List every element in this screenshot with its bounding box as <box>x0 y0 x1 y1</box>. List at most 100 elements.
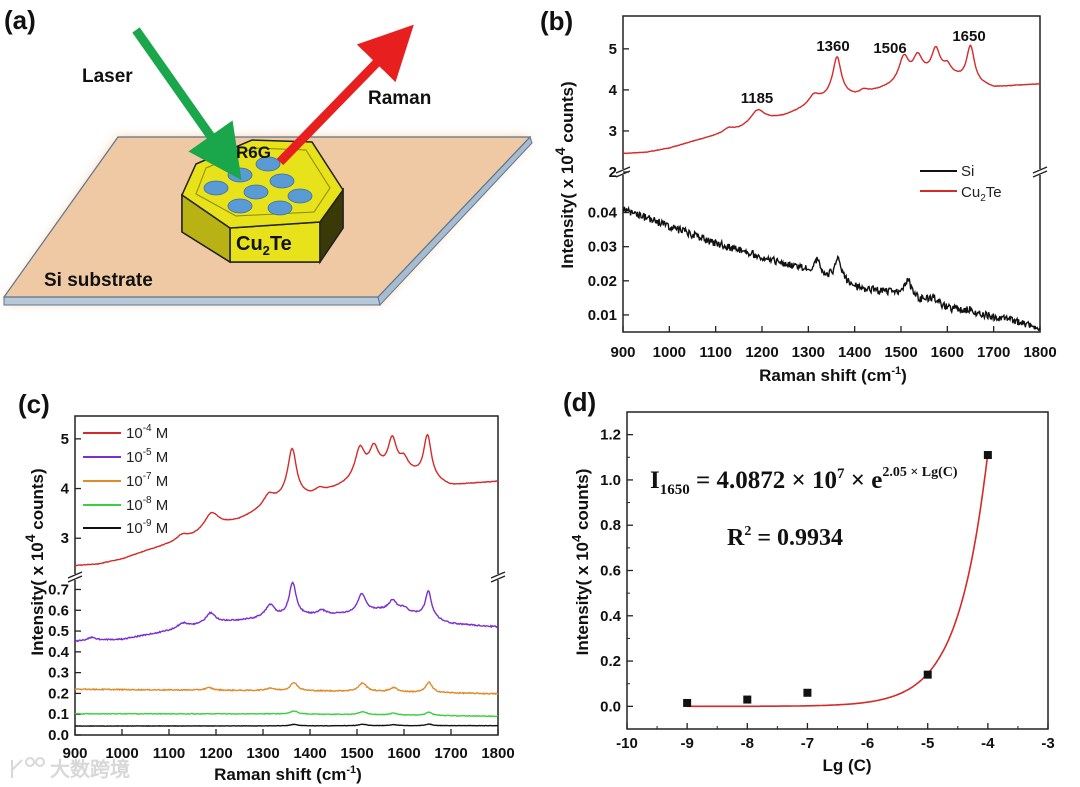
y-tick-label: 0.6 <box>48 602 69 619</box>
peak-label-1185: 1185 <box>741 90 774 107</box>
x-tick-label: 1700 <box>977 344 1010 361</box>
panel-label-d: (d) <box>563 387 596 417</box>
legend-base: 10 <box>126 473 143 490</box>
plot-frame <box>626 411 1049 730</box>
x-tick-label: 1800 <box>1023 344 1056 361</box>
axis-break-mark <box>67 571 83 583</box>
panel-label-b: (b) <box>540 6 573 36</box>
y-tick-label: 0.2 <box>600 653 621 670</box>
y-tick-label: 0.02 <box>588 273 617 290</box>
x-tick-label: 1800 <box>481 745 514 762</box>
y-tick-label: 2 <box>609 164 617 181</box>
data-point <box>803 688 812 697</box>
legend-exponent: -9 <box>143 518 152 529</box>
y-tick-label: 0.6 <box>600 563 621 580</box>
y-tick-label: 5 <box>609 41 617 58</box>
axis-break-mark <box>490 571 506 583</box>
legend-unit: M <box>152 497 169 514</box>
legend-exponent: -4 <box>143 423 152 434</box>
raman-arrow <box>276 24 414 166</box>
series-line-1e-4 <box>74 433 499 567</box>
legend-exponent: -5 <box>143 447 152 458</box>
series-line-si <box>622 205 1041 332</box>
substrate-side <box>3 296 381 306</box>
x-tick-label: 1300 <box>246 745 279 762</box>
y-tick-label: 4 <box>609 82 618 99</box>
panel-d-plot: -10 -9 -8 -7 -6 -5 -4 -3 0.0 0.2 0.4 0.6 0.8 1.0 1.2 <box>600 411 1055 752</box>
legend-label-1e-5: 10-5 M <box>126 447 168 466</box>
legend-label-1e-8: 10-8 M <box>126 495 168 514</box>
panel-d-x-axis-title: Lg (C) <box>822 756 871 775</box>
peak-label-1360: 1360 <box>816 38 849 55</box>
legend-base: 10 <box>126 449 143 466</box>
x-tick-label: 1600 <box>387 745 420 762</box>
panel-b-legend: Si Cu2Te <box>920 163 1002 204</box>
panel-b-peak-labels: 1185 1360 1506 1650 <box>741 28 986 107</box>
x-tick-label: -9 <box>680 735 693 752</box>
panel-c-plot: 900 1000 1100 1200 1300 1400 1500 1600 1700 1800 3… <box>48 415 515 762</box>
y-tick-label: 0.04 <box>588 205 618 222</box>
legend-unit: M <box>152 449 169 466</box>
x-tick-label: 1400 <box>293 745 326 762</box>
y-tick-label: 0.8 <box>600 517 621 534</box>
laser-arrow <box>132 27 242 181</box>
x-tick-label: 1200 <box>199 745 232 762</box>
legend-exponent: -7 <box>143 471 152 482</box>
y-tick-label: 0.0 <box>600 698 621 715</box>
legend-label-1e-7: 10-7 M <box>126 471 168 490</box>
legend-base: 10 <box>126 520 143 537</box>
x-tick-label: -6 <box>861 735 874 752</box>
cu2te-label: Cu2Te <box>236 233 292 258</box>
y-tick-label: 5 <box>61 431 69 448</box>
panel-b-y-axis-title: Intensity( x 104 counts) <box>552 81 577 268</box>
x-tick-label: 1600 <box>931 344 964 361</box>
si-substrate-label: Si substrate <box>44 270 153 291</box>
watermark-logo-icon <box>11 757 45 778</box>
laser-label: Laser <box>82 66 133 87</box>
x-tick-label: 1000 <box>105 745 138 762</box>
x-tick-label: 900 <box>610 344 635 361</box>
x-tick-label: 1700 <box>434 745 467 762</box>
data-point <box>923 670 932 679</box>
y-tick-label: 0.1 <box>48 706 69 723</box>
legend-unit: M <box>152 425 169 442</box>
panel-c-y-axis-title: Intensity( x 104 counts) <box>22 468 47 655</box>
r6g-label: R6G <box>236 143 271 162</box>
x-tick-label: -4 <box>981 735 995 752</box>
x-tick-label: 1100 <box>153 745 186 762</box>
x-tick-label: 1500 <box>884 344 917 361</box>
legend-label-1e-4: 10-4 M <box>126 423 168 442</box>
axis-break-gap <box>1034 169 1046 175</box>
y-tick-label: 0.5 <box>48 623 69 640</box>
panel-b-x-axis-title: Raman shift (cm-1) <box>759 365 907 385</box>
raman-label: Raman <box>368 88 431 109</box>
legend-exponent: -8 <box>143 495 152 506</box>
panel-d-y-axis-title: Intensity( x 104 counts) <box>569 469 592 656</box>
schematic-illustration: Laser Raman R6G Cu2Te Si substrate <box>2 24 533 307</box>
data-point <box>683 698 692 707</box>
x-tick-label: 1100 <box>699 344 732 361</box>
y-tick-label: 0.7 <box>48 581 69 598</box>
y-tick-label: 0.4 <box>600 608 622 625</box>
fit-equation: I1650 = 4.0872 × 107 × e2.05 × Lg(C) <box>650 465 958 498</box>
watermark: 大数跨境 <box>50 757 130 781</box>
series-line-1e-5 <box>74 581 499 643</box>
axis-break-mark <box>1032 166 1048 178</box>
panel-label-c: (c) <box>18 389 50 419</box>
series-line-1e-9 <box>74 723 499 727</box>
y-tick-label: 1.0 <box>600 472 621 489</box>
x-tick-label: 1500 <box>340 745 373 762</box>
y-tick-label: 0.03 <box>588 239 617 256</box>
r-squared: R2 = 0.9934 <box>727 524 843 551</box>
plot-frame <box>622 15 1041 333</box>
x-tick-label: 900 <box>62 745 87 762</box>
panel-c-x-axis-title: Raman shift (cm-1) <box>214 764 362 784</box>
y-tick-label: 3 <box>61 530 69 547</box>
legend-label-si: Si <box>961 163 974 180</box>
data-point <box>983 451 992 460</box>
axis-break-gap <box>492 574 504 580</box>
legend-label-1e-9: 10-9 M <box>126 518 168 537</box>
y-tick-label: 4 <box>61 481 70 498</box>
legend-unit: M <box>152 520 169 537</box>
